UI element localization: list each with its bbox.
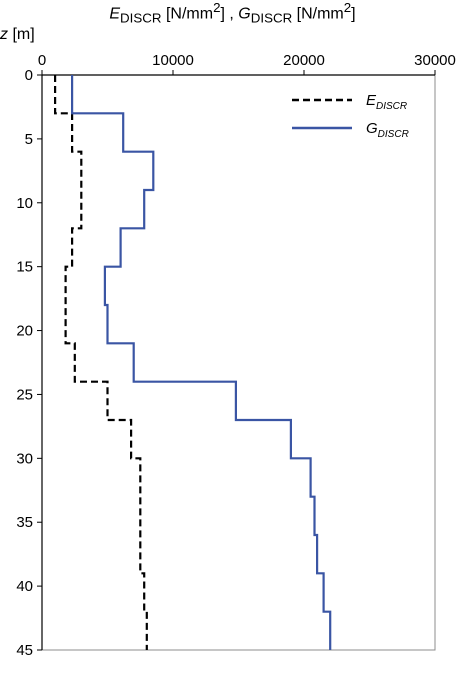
x-title-separator: , (224, 5, 239, 23)
y-tick-label: 30 (16, 450, 33, 467)
plot-area-frame (41, 74, 436, 651)
y-tick-label: 20 (16, 323, 33, 340)
y-tick-label: 0 (25, 67, 33, 84)
y-tick-label: 25 (16, 386, 33, 403)
x-tick-label: 0 (38, 52, 46, 69)
y-title-unit: [m] (8, 25, 35, 43)
series-line-g (71, 75, 332, 650)
x-tick-label: 10000 (152, 52, 194, 69)
y-tick-label: 35 (16, 514, 33, 531)
y-axis-title: z [m] (0, 26, 465, 44)
y-tick-label: 40 (16, 578, 33, 595)
x-title-g-unit-exponent: 2 (343, 0, 352, 15)
x-title-e-unit-close: ] (220, 5, 225, 23)
x-title-e-subscript: DISCR (120, 10, 162, 26)
x-title-g-symbol: G (238, 5, 251, 23)
x-title-g-subscript: DISCR (250, 10, 293, 26)
y-tick-label: 15 (16, 259, 33, 276)
legend-label-g: GDISCR (366, 120, 409, 140)
y-title-symbol: z (0, 25, 8, 43)
x-tick-label: 30000 (414, 52, 456, 69)
x-title-e-unit: [N/mm (161, 5, 214, 23)
x-title-g-unit: [N/mm (292, 5, 344, 23)
y-tick-label: 10 (16, 195, 33, 212)
x-title-g-unit-close: ] (351, 5, 356, 23)
x-axis-title: EDISCR [N/mm2] , GDISCR [N/mm2] (0, 0, 465, 26)
y-tick-label: 45 (16, 642, 33, 659)
y-tick-label: 5 (25, 131, 33, 148)
legend-label-e: EDISCR (366, 92, 407, 112)
x-title-e-unit-exponent: 2 (213, 0, 221, 15)
series-line-e (54, 75, 148, 650)
x-title-e-symbol: E (109, 5, 121, 23)
x-tick-label: 20000 (283, 52, 325, 69)
